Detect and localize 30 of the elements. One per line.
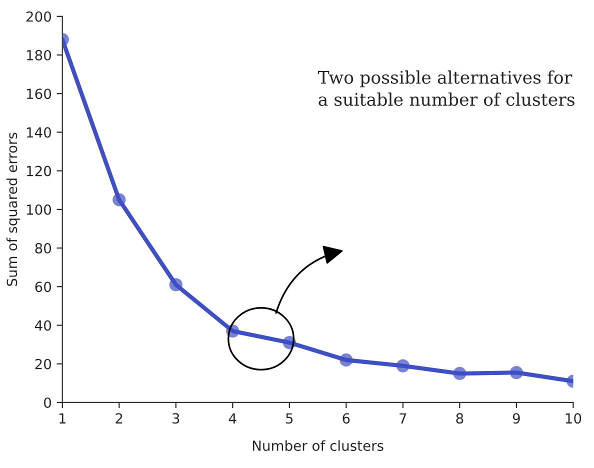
point	[510, 366, 524, 380]
annotation: Two possible alternatives for a suitable number of clusters	[318, 70, 574, 106]
point	[340, 353, 353, 367]
y-tick-label: 60	[35, 282, 52, 292]
point	[169, 278, 182, 292]
x-tick-label: 6	[342, 413, 350, 424]
y-axis-title: Sum of squared errors	[6, 132, 20, 286]
y-tick-label: 100	[26, 204, 52, 215]
y-tick-label: 20	[35, 358, 52, 370]
x-tick-label: 7	[400, 413, 406, 424]
point	[396, 359, 410, 372]
y-tick-label: 0	[44, 397, 52, 408]
x-tick-label: 3	[172, 413, 180, 424]
y-tick-label: 80	[35, 243, 52, 254]
y-tick-label: 160	[26, 88, 52, 100]
x-tick-label: 10	[566, 413, 582, 424]
point	[453, 366, 466, 380]
y-tick-label: 40	[34, 320, 52, 331]
x-tick-label: 4	[228, 413, 236, 424]
y-tick-label: 200	[26, 11, 52, 22]
x-tick-label: 5	[286, 413, 293, 424]
y-tick-label: 180	[26, 50, 52, 60]
y-tick-label: 120	[26, 166, 52, 176]
x-tick-label: 1	[59, 413, 66, 424]
y-tick-label: 140	[26, 127, 52, 138]
x-tick-label: 8	[456, 413, 464, 424]
x-tick-label: 9	[512, 413, 520, 424]
point	[112, 193, 126, 206]
x-axis-title: Number of clusters	[252, 440, 384, 451]
x-tick-label: 2	[116, 413, 122, 424]
